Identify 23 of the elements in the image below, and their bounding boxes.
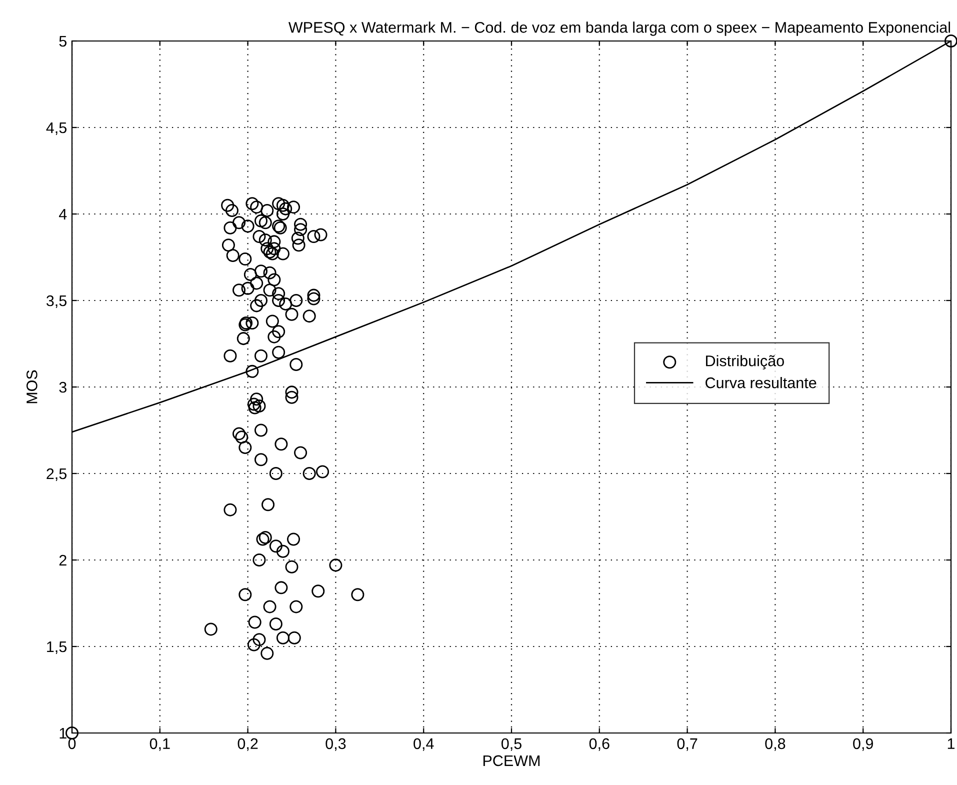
x-tick-label: 0,1: [150, 738, 170, 751]
y-tick-label: 4: [58, 209, 67, 220]
legend-label: Distribuição: [706, 355, 784, 370]
y-tick-label: 2,5: [46, 468, 66, 481]
x-tick-label: 0,2: [238, 738, 258, 751]
x-tick-label: 0,4: [414, 738, 434, 751]
x-tick-label: 0,7: [677, 738, 698, 751]
y-tick-label: 5: [59, 36, 66, 47]
x-tick-label: 0,9: [853, 738, 873, 751]
x-axis-title: PCEWM: [483, 755, 540, 766]
y-tick-label: 3: [59, 382, 66, 393]
y-tick-label: 2: [59, 554, 66, 566]
chart-title: WPESQ x Watermark M. − Cod. de voz em banda larga com o speex − Mapeamento Exponencial: [288, 22, 950, 36]
x-tick-label: 0,6: [589, 738, 610, 751]
legend-label: Curva resultante: [706, 377, 816, 388]
y-tick-label: 4,5: [46, 122, 66, 135]
x-tick-label: 0,3: [326, 738, 346, 751]
x-tick-label: 1: [948, 738, 955, 749]
y-tick-label: 1,5: [47, 642, 66, 654]
y-axis-title: MOS: [26, 370, 38, 404]
x-tick-label: 0,8: [765, 738, 786, 751]
y-tick-label: 3,5: [46, 295, 66, 308]
x-tick-label: 0,5: [501, 738, 522, 751]
